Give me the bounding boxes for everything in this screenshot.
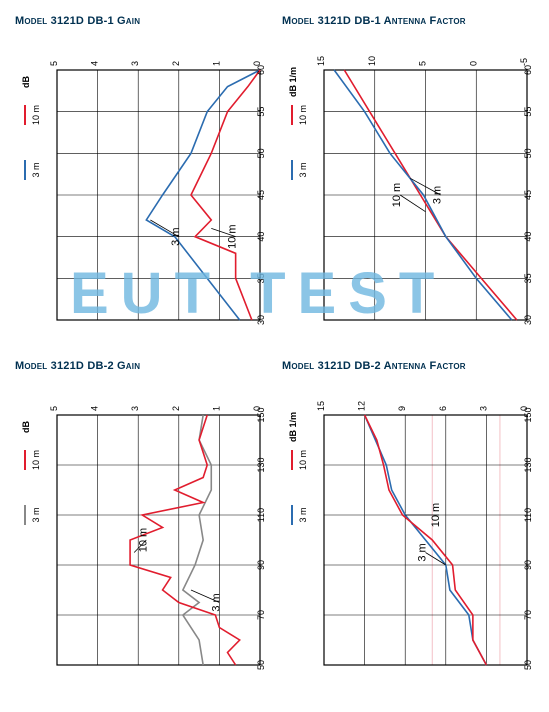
svg-text:3 m: 3 m — [31, 507, 41, 522]
svg-text:50: 50 — [256, 148, 266, 158]
svg-text:6: 6 — [438, 406, 448, 411]
svg-text:110: 110 — [523, 508, 533, 522]
svg-text:45: 45 — [523, 190, 533, 200]
svg-text:3: 3 — [130, 61, 140, 66]
svg-text:10: 10 — [367, 56, 377, 66]
svg-text:3 m: 3 m — [417, 543, 429, 561]
svg-text:35: 35 — [256, 273, 266, 283]
svg-text:35: 35 — [523, 273, 533, 283]
svg-text:15: 15 — [316, 56, 326, 66]
chart4-title: Model 3121D DB-2 Antenna Factor — [282, 360, 537, 372]
svg-text:dB 1/m: dB 1/m — [288, 67, 298, 97]
svg-text:10 m: 10 m — [227, 224, 239, 248]
svg-text:9: 9 — [397, 406, 407, 411]
svg-text:50: 50 — [523, 148, 533, 158]
svg-text:30: 30 — [256, 315, 266, 325]
svg-text:3 m: 3 m — [432, 186, 444, 204]
svg-text:55: 55 — [256, 107, 266, 117]
svg-text:110: 110 — [256, 508, 266, 522]
svg-text:2: 2 — [171, 61, 181, 66]
svg-text:0: 0 — [252, 61, 262, 66]
svg-text:3 m: 3 m — [298, 507, 308, 522]
svg-text:1: 1 — [211, 406, 221, 411]
svg-text:130: 130 — [256, 457, 266, 472]
svg-text:40: 40 — [523, 232, 533, 242]
chart2: 10 m3 m30354045505560FREQ MHz-5051015dB … — [282, 35, 537, 352]
svg-text:12: 12 — [357, 401, 367, 411]
svg-text:55: 55 — [523, 107, 533, 117]
svg-text:10 m: 10 m — [31, 105, 41, 125]
chart4: 3 m10 m507090110130150FREQ MHz03691215dB… — [282, 380, 537, 697]
svg-text:30: 30 — [523, 315, 533, 325]
svg-text:4: 4 — [90, 406, 100, 411]
svg-text:15: 15 — [316, 401, 326, 411]
svg-text:40: 40 — [256, 232, 266, 242]
svg-text:45: 45 — [256, 190, 266, 200]
svg-text:70: 70 — [256, 610, 266, 620]
svg-text:70: 70 — [523, 610, 533, 620]
svg-text:1: 1 — [211, 61, 221, 66]
svg-text:3 m: 3 m — [170, 227, 182, 245]
svg-text:-5: -5 — [519, 58, 529, 66]
svg-text:3 m: 3 m — [31, 162, 41, 177]
svg-text:dB: dB — [21, 76, 31, 88]
svg-text:50: 50 — [523, 660, 533, 670]
svg-text:10 m: 10 m — [31, 450, 41, 470]
svg-text:10 m: 10 m — [298, 450, 308, 470]
svg-text:10 m: 10 m — [430, 503, 442, 527]
svg-text:3: 3 — [130, 406, 140, 411]
svg-text:4: 4 — [90, 61, 100, 66]
svg-text:3: 3 — [478, 406, 488, 411]
svg-text:3 m: 3 m — [210, 593, 222, 611]
chart1-title: Model 3121D DB-1 Gain — [15, 15, 270, 27]
svg-text:5: 5 — [418, 61, 428, 66]
svg-text:5: 5 — [49, 406, 59, 411]
svg-text:0: 0 — [252, 406, 262, 411]
svg-text:10 m: 10 m — [391, 183, 403, 207]
svg-text:130: 130 — [523, 457, 533, 472]
chart3-title: Model 3121D DB-2 Gain — [15, 360, 270, 372]
svg-text:dB 1/m: dB 1/m — [288, 412, 298, 442]
svg-text:10 m: 10 m — [137, 528, 149, 552]
chart1: 3 m10 m30354045505560FREQ MHz012345dB10 … — [15, 35, 270, 352]
svg-text:50: 50 — [256, 660, 266, 670]
svg-text:2: 2 — [171, 406, 181, 411]
svg-text:90: 90 — [523, 560, 533, 570]
svg-text:3 m: 3 m — [298, 162, 308, 177]
svg-text:10 m: 10 m — [298, 105, 308, 125]
svg-text:90: 90 — [256, 560, 266, 570]
svg-text:0: 0 — [519, 406, 529, 411]
chart2-title: Model 3121D DB-1 Antenna Factor — [282, 15, 537, 27]
svg-text:5: 5 — [49, 61, 59, 66]
chart3: 3 m10 m507090110130150FREQ MHz012345dB10… — [15, 380, 270, 697]
svg-text:dB: dB — [21, 421, 31, 433]
svg-text:0: 0 — [468, 61, 478, 66]
